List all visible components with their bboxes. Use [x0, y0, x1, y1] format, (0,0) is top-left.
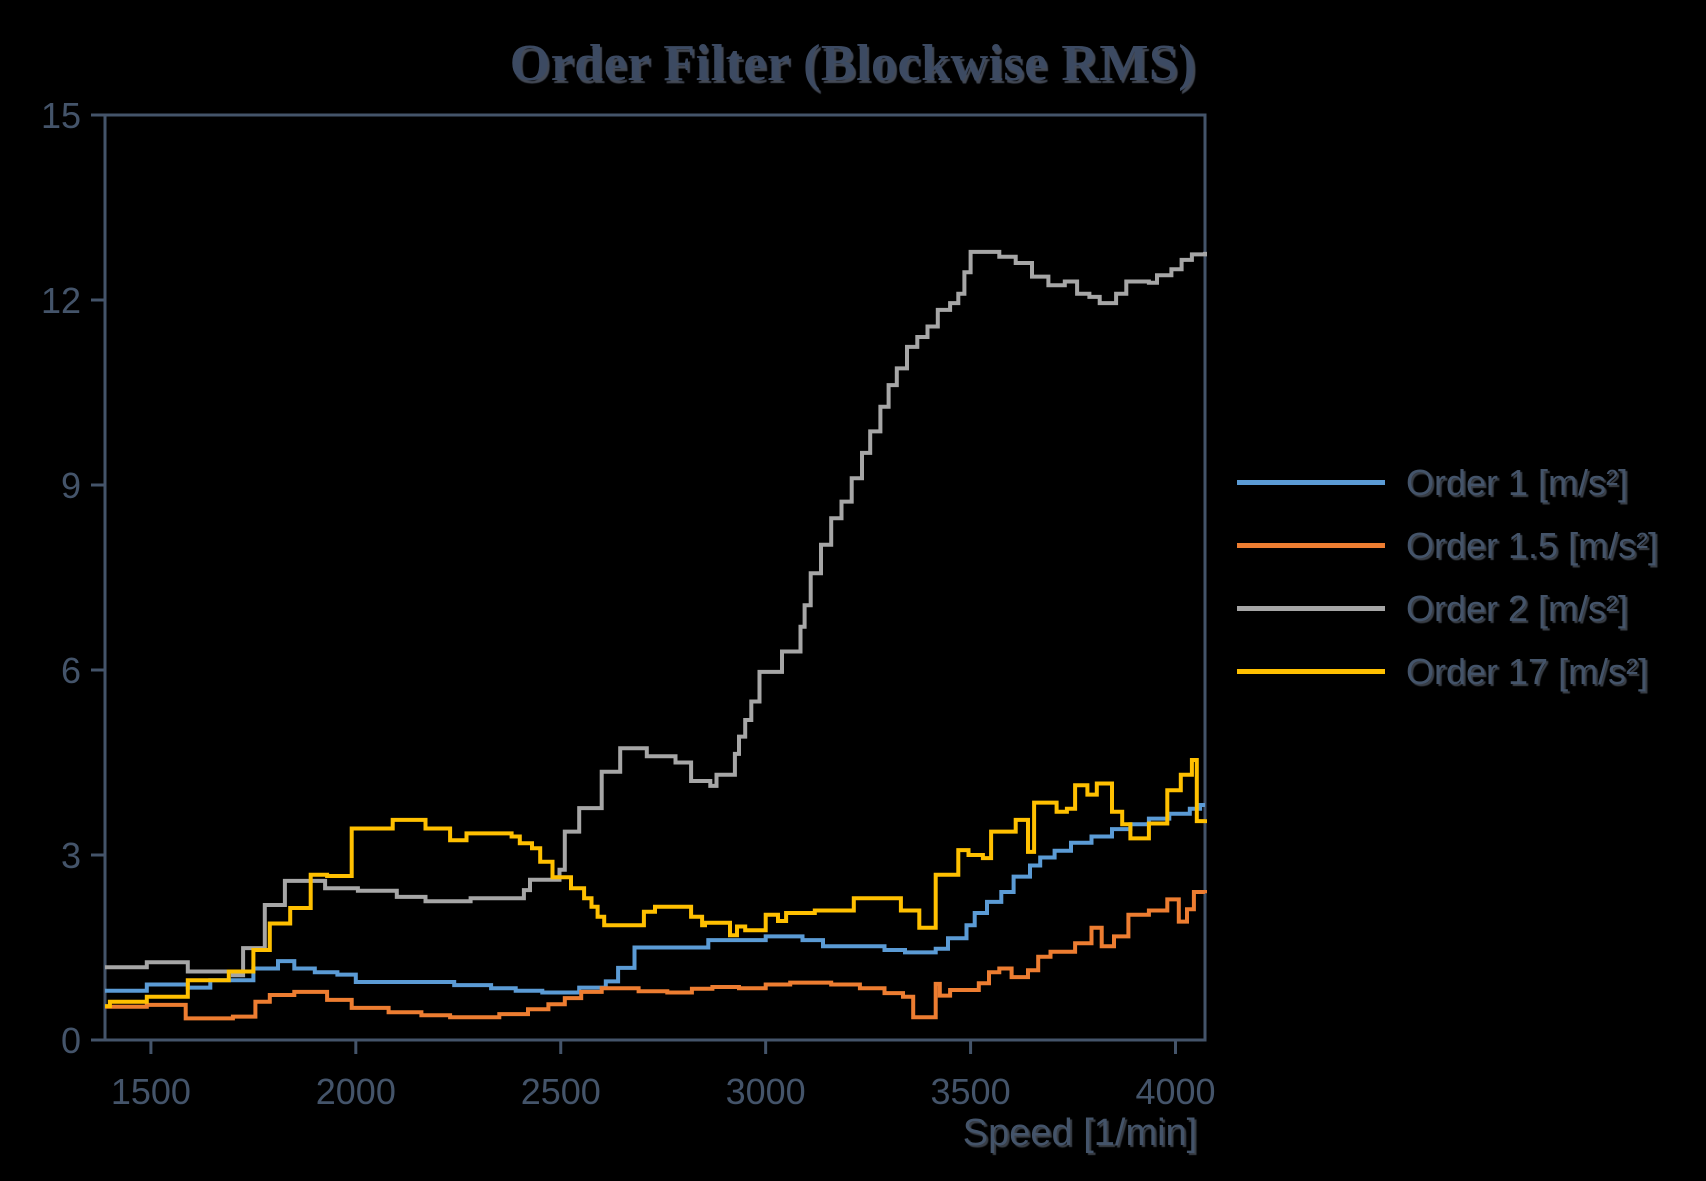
legend-label-1: Order 1.5 [m/s²]	[1406, 524, 1659, 566]
legend-label-2: Order 2 [m/s²]	[1406, 587, 1629, 629]
legend-label-0: Order 1 [m/s²]	[1406, 461, 1629, 503]
x-tick-label: 1500	[111, 1071, 191, 1112]
chart-title: Order Filter (Blockwise RMS)	[509, 35, 1197, 92]
x-tick-label: 2000	[316, 1071, 396, 1112]
y-tick-label: 3	[61, 835, 81, 876]
y-tick-label: 6	[61, 650, 81, 691]
legend-item-0: Order 1 [m/s²]	[1237, 451, 1697, 514]
plot-border	[103, 113, 1207, 1042]
x-tick-label: 3500	[931, 1071, 1011, 1112]
y-tick-label: 0	[61, 1020, 81, 1061]
legend-swatch-3	[1237, 669, 1385, 674]
x-axis-title: Speed [1/min]	[962, 1112, 1198, 1154]
legend-swatch-2	[1237, 606, 1385, 611]
x-tick-label: 3000	[726, 1071, 806, 1112]
legend-item-3: Order 17 [m/s²]	[1237, 640, 1697, 703]
legend-label-3: Order 17 [m/s²]	[1406, 650, 1649, 692]
legend: Order 1 [m/s²] Order 1.5 [m/s²] Order 2 [m…	[1237, 451, 1697, 703]
y-tick-label: 9	[61, 465, 81, 506]
legend-swatch-0	[1237, 480, 1385, 485]
y-tick-label: 12	[41, 280, 81, 321]
series-line-1	[105, 890, 1207, 1021]
x-tick-label: 4000	[1135, 1071, 1215, 1112]
legend-swatch-1	[1237, 543, 1385, 548]
x-tick-label: 2500	[521, 1071, 601, 1112]
y-tick-label: 15	[41, 95, 81, 136]
legend-item-2: Order 2 [m/s²]	[1237, 577, 1697, 640]
series-line-0	[105, 803, 1205, 995]
legend-item-1: Order 1.5 [m/s²]	[1237, 514, 1697, 577]
series-line-2	[105, 249, 1207, 978]
series-line-3	[105, 758, 1207, 1009]
